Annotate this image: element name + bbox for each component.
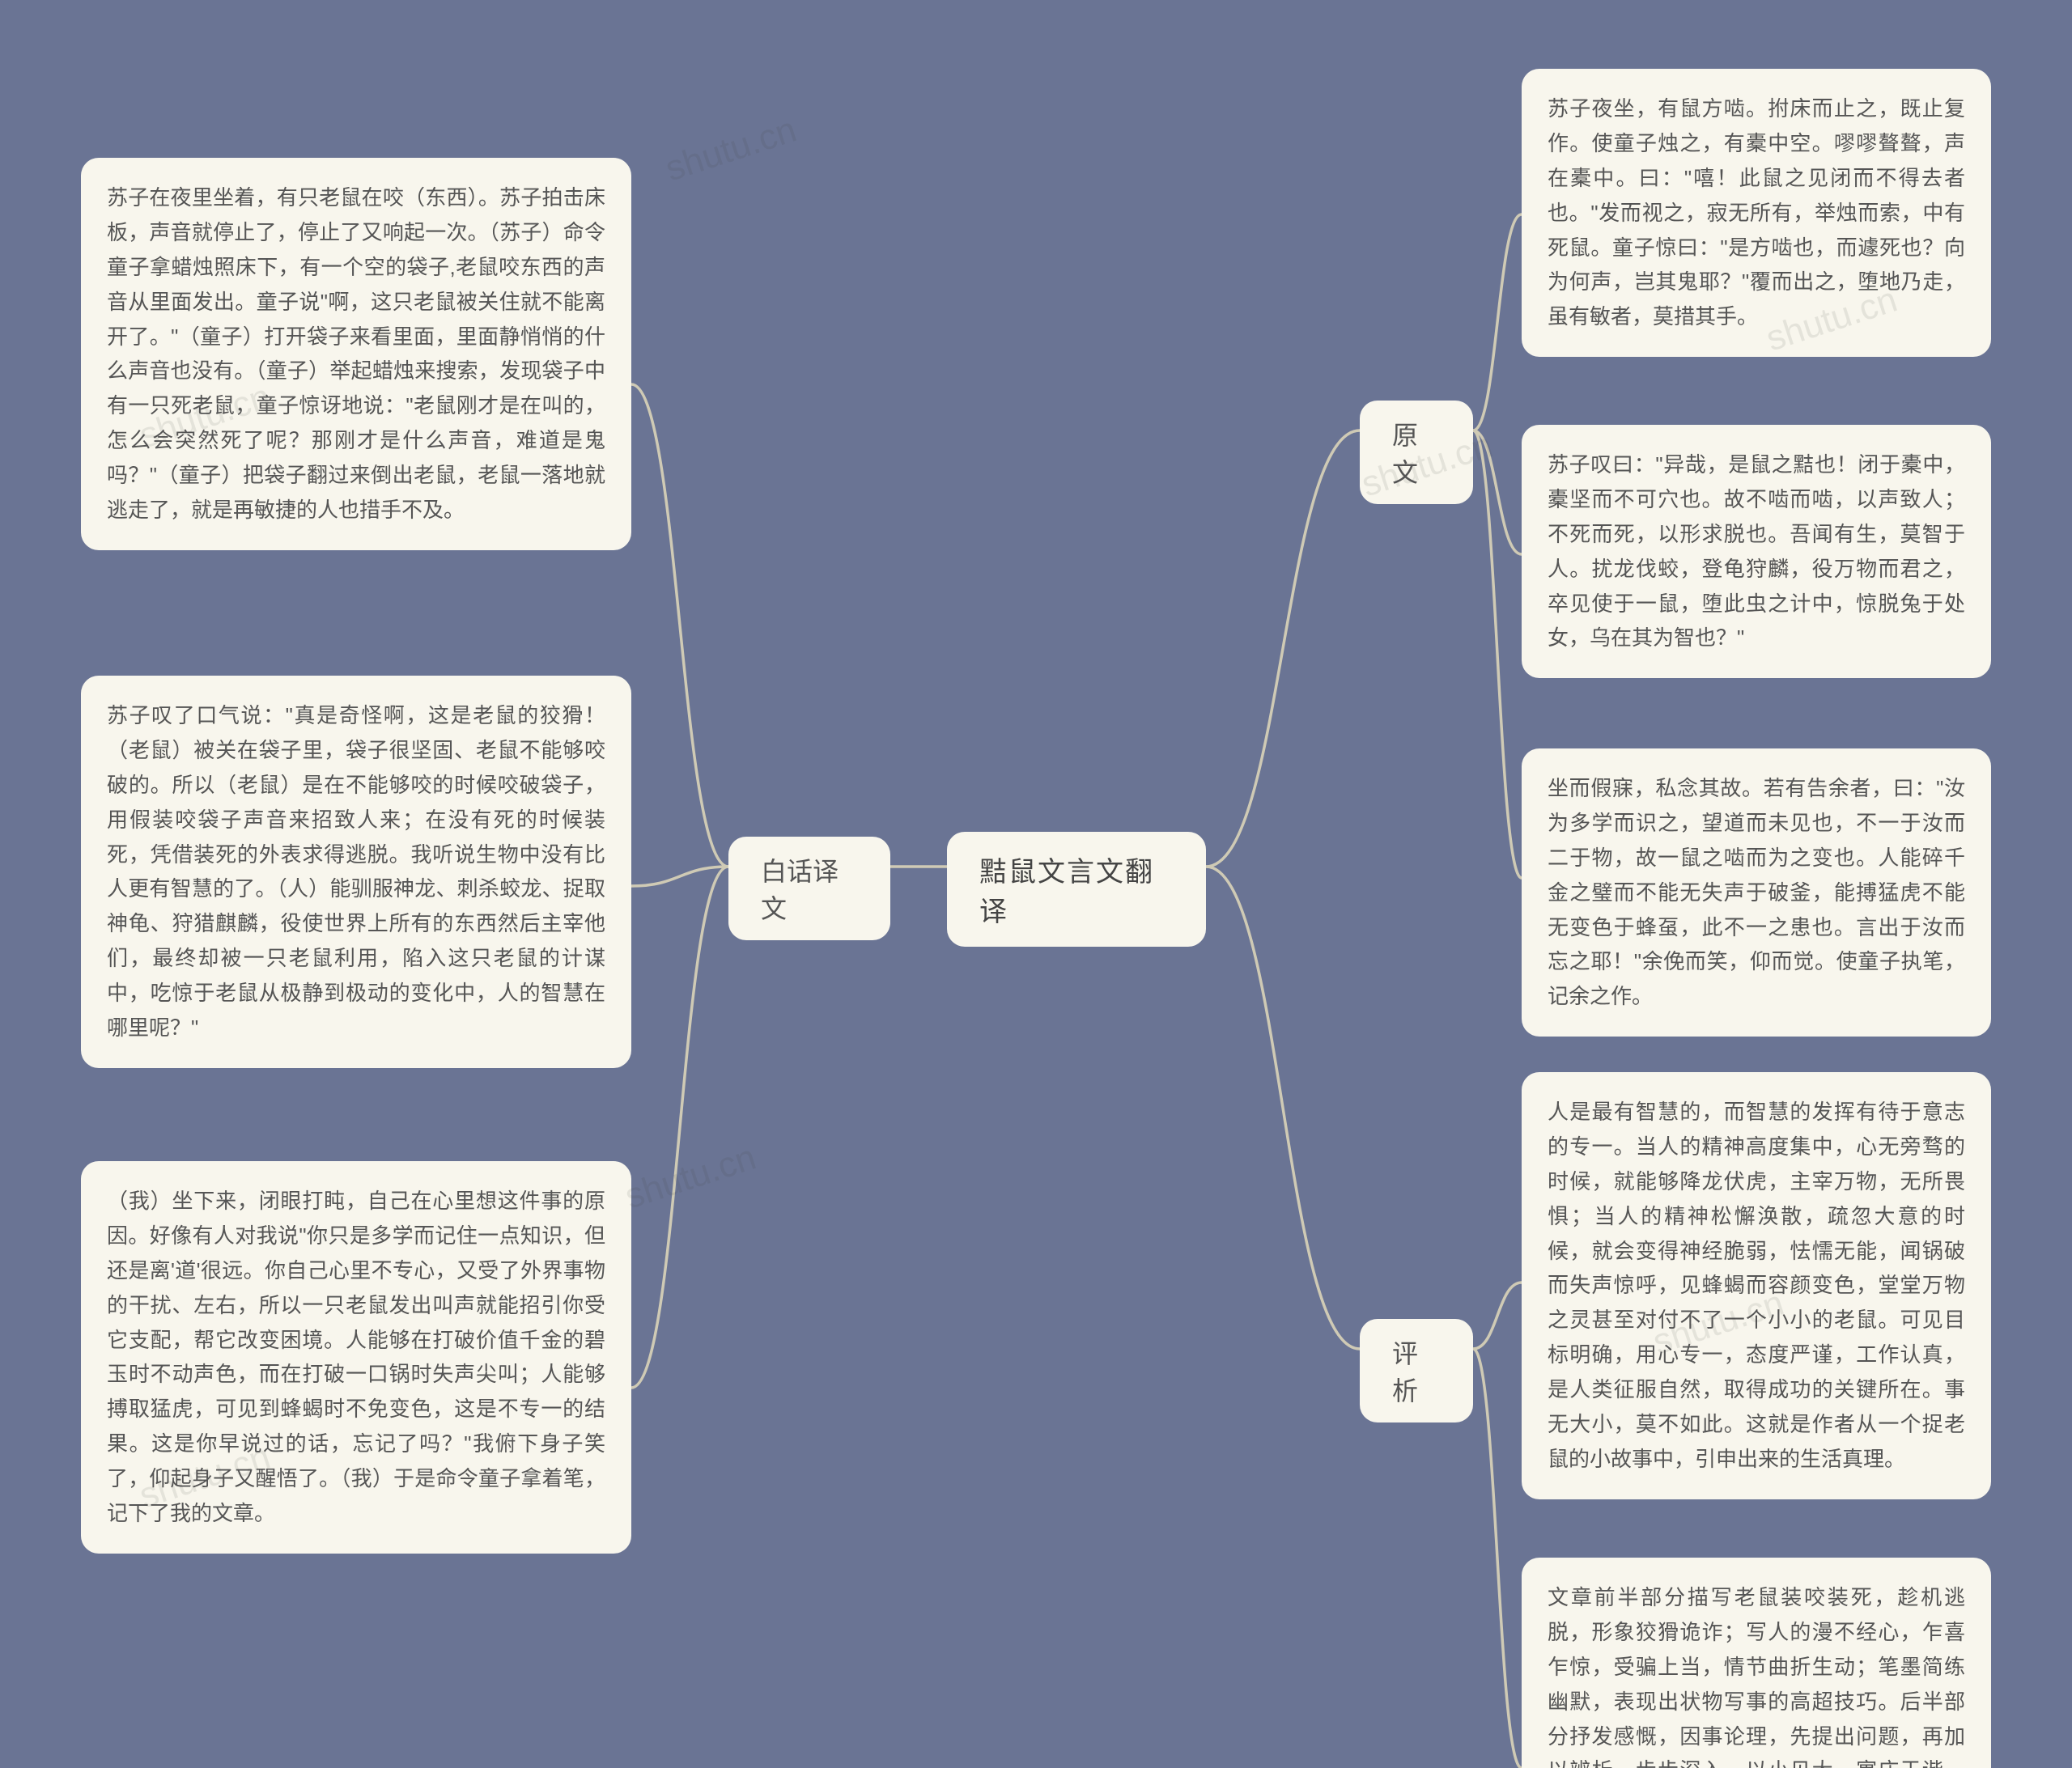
center-node: 黠鼠文言文翻译 [947, 832, 1206, 947]
leaf-trans-3-text: （我）坐下来，闭眼打盹，自己在心里想这件事的原因。好像有人对我说"你只是多学而记… [107, 1189, 605, 1525]
leaf-orig-1: 苏子夜坐，有鼠方啮。拊床而止之，既止复作。使童子烛之，有橐中空。嘐嘐聱聱，声在橐… [1522, 69, 1991, 357]
leaf-anal-1: 人是最有智慧的，而智慧的发挥有待于意志的专一。当人的精神高度集中，心无旁骛的时候… [1522, 1072, 1991, 1499]
branch-translation-label: 白话译文 [761, 857, 839, 923]
leaf-trans-1-text: 苏子在夜里坐着，有只老鼠在咬（东西）。苏子拍击床板，声音就停止了，停止了又响起一… [107, 185, 605, 522]
branch-original-label: 原文 [1392, 421, 1418, 487]
leaf-orig-2: 苏子叹曰："异哉，是鼠之黠也！闭于橐中，橐坚而不可穴也。故不啮而啮，以声致人；不… [1522, 425, 1991, 678]
leaf-anal-2-text: 文章前半部分描写老鼠装咬装死，趁机逃脱，形象狡猾诡诈；写人的漫不经心，乍喜乍惊，… [1548, 1585, 1965, 1768]
branch-translation: 白话译文 [728, 837, 890, 940]
watermark: shutu.cn [660, 110, 801, 190]
leaf-trans-2: 苏子叹了口气说："真是奇怪啊，这是老鼠的狡猾！（老鼠）被关在袋子里，袋子很坚固、… [81, 676, 631, 1068]
leaf-trans-2-text: 苏子叹了口气说："真是奇怪啊，这是老鼠的狡猾！（老鼠）被关在袋子里，袋子很坚固、… [107, 703, 605, 1040]
branch-analysis-label: 评析 [1392, 1339, 1418, 1405]
leaf-trans-3: （我）坐下来，闭眼打盹，自己在心里想这件事的原因。好像有人对我说"你只是多学而记… [81, 1161, 631, 1554]
leaf-orig-2-text: 苏子叹曰："异哉，是鼠之黠也！闭于橐中，橐坚而不可穴也。故不啮而啮，以声致人；不… [1548, 452, 1965, 650]
leaf-trans-1: 苏子在夜里坐着，有只老鼠在咬（东西）。苏子拍击床板，声音就停止了，停止了又响起一… [81, 158, 631, 550]
branch-analysis: 评析 [1360, 1319, 1473, 1422]
leaf-anal-1-text: 人是最有智慧的，而智慧的发挥有待于意志的专一。当人的精神高度集中，心无旁骛的时候… [1548, 1100, 1965, 1471]
watermark: shutu.cn [620, 1138, 761, 1218]
center-label: 黠鼠文言文翻译 [979, 857, 1154, 927]
leaf-orig-1-text: 苏子夜坐，有鼠方啮。拊床而止之，既止复作。使童子烛之，有橐中空。嘐嘐聱聱，声在橐… [1548, 96, 1965, 329]
leaf-anal-2: 文章前半部分描写老鼠装咬装死，趁机逃脱，形象狡猾诡诈；写人的漫不经心，乍喜乍惊，… [1522, 1558, 1991, 1768]
leaf-orig-3-text: 坐而假寐，私念其故。若有告余者，曰："汝为多学而识之，望道而未见也，不一于汝而二… [1548, 776, 1965, 1008]
branch-original: 原文 [1360, 401, 1473, 504]
leaf-orig-3: 坐而假寐，私念其故。若有告余者，曰："汝为多学而识之，望道而未见也，不一于汝而二… [1522, 748, 1991, 1037]
